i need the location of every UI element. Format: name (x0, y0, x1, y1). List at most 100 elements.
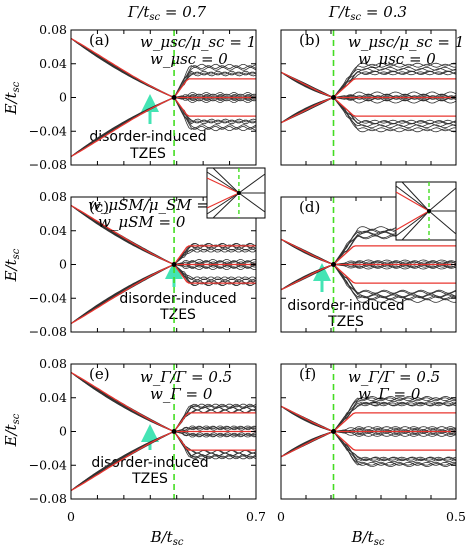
svg-text:E/tsc: E/tsc (2, 413, 22, 447)
clean-level (71, 37, 256, 98)
clean-level (71, 431, 256, 492)
legend-clean: w_μsc = 0 (150, 50, 228, 68)
clean-level (281, 405, 456, 433)
disordered-level (281, 97, 456, 127)
panel-b: (b) w_μsc/μ_sc = 1w_μsc = 0 (280, 29, 464, 166)
x-axis-label-left: B/tsc (150, 528, 184, 548)
plot-area (281, 226, 456, 303)
disordered-level (281, 263, 456, 291)
panel-e: 0.08 0.04 0 −0.04 −0.08 (e) w_Γ/Γ = 0.5w_Γ = 0 (29, 356, 257, 506)
transition-point (331, 95, 336, 100)
legend-clean: w_Γ = 0 (150, 385, 213, 403)
panel-f: (f) w_Γ/Γ = 0.5w_Γ = 0 (280, 363, 457, 500)
transition-point (331, 262, 336, 267)
svg-text:TZES: TZES (129, 146, 166, 162)
y-tick-label: 0.08 (39, 189, 67, 204)
disordered-level (281, 68, 456, 98)
annotation-c: disorder-induced TZES (119, 261, 237, 323)
y-tick-label: −0.08 (29, 491, 67, 506)
y-tick-label: −0.04 (29, 290, 67, 305)
clean-level (71, 371, 256, 432)
inset-level (401, 210, 430, 241)
inset-clean-level (206, 192, 240, 209)
inset-level (212, 192, 240, 219)
svg-text:disorder-induced: disorder-induced (119, 291, 236, 307)
col-title-left: Γ/tsc = 0.7 (127, 3, 207, 23)
disordered-level (281, 238, 456, 266)
inset-level (206, 192, 240, 215)
zoom-inset (206, 167, 266, 219)
clean-level (281, 96, 456, 124)
panel-label: (c) (89, 198, 109, 216)
transition-point (171, 262, 177, 267)
panel-d: (d) (280, 181, 457, 333)
legend-clean: w_μSM = 0 (98, 213, 186, 231)
disordered-level (281, 96, 456, 124)
transition-point (171, 429, 177, 434)
annotation-e: disorder-induced TZES (91, 424, 209, 487)
svg-text:disorder-induced: disorder-induced (287, 298, 404, 314)
disordered-level (281, 431, 456, 461)
transition-point (171, 95, 177, 100)
disordered-level (281, 66, 456, 98)
inset-level (212, 167, 240, 194)
inset-transition-point (236, 191, 241, 195)
disordered-level (281, 71, 456, 99)
svg-text:E/tsc: E/tsc (2, 248, 22, 282)
inset-level (238, 173, 266, 194)
col-title-right: Γ/tsc = 0.3 (328, 3, 407, 23)
inset-clean-level (206, 177, 240, 194)
clean-level (281, 430, 456, 458)
x-tick-left-max: 0.7 (246, 509, 266, 524)
legend-disordered: w_μSM/μ_SM = 2 (88, 196, 223, 214)
svg-text:TZES: TZES (159, 307, 196, 323)
svg-text:TZES: TZES (327, 314, 364, 330)
x-tick-right-max: 0.5 (446, 509, 466, 524)
inset-clean-level (395, 210, 430, 231)
inset-level (428, 210, 457, 235)
zoom-inset (395, 181, 457, 241)
y-tick-label: 0 (59, 90, 67, 105)
clean-level (281, 238, 456, 266)
inset-level (206, 171, 240, 194)
plot-area (281, 395, 456, 468)
y-tick-label: 0.08 (39, 356, 67, 371)
clean-level (71, 264, 256, 325)
panel-c: 0.08 0.04 0 −0.04 −0.08 (c)w_μSM/μ_SM = 2w_μS… (29, 167, 266, 339)
y-tick-label: −0.04 (29, 457, 67, 472)
plot-area (71, 37, 256, 158)
y-tick-label: −0.08 (29, 324, 67, 339)
annotation-a: disorder-induced TZES (89, 94, 207, 162)
transition-point (331, 429, 336, 434)
clean-level (281, 263, 456, 291)
inset-level (395, 185, 430, 212)
disordered-level (281, 97, 456, 129)
panel-a: 0.08 0.04 0 −0.04 −0.08 (a) w_μsc/μ_sc = 1w_μs… (29, 22, 257, 172)
x-tick-left-0: 0 (67, 509, 75, 524)
panels-layer: 0.080.040−0.04−0.08(a) w_μsc/μ_sc = 1w_μs… (29, 22, 465, 506)
inset-transition-point (427, 209, 431, 213)
y-tick-label: −0.08 (29, 157, 67, 172)
legend-clean: w_μsc = 0 (358, 50, 436, 68)
svg-text:disorder-induced: disorder-induced (89, 129, 206, 145)
inset-level (428, 187, 457, 212)
legend-disordered: w_Γ/Γ = 0.5 (140, 368, 232, 386)
x-axis-label-right: B/tsc (351, 528, 385, 548)
clean-level (71, 204, 256, 265)
legend-disordered: w_μsc/μ_sc = 1 (140, 33, 256, 51)
y-axis-label-row1: E/tsc (2, 81, 22, 115)
y-tick-label: 0 (59, 257, 67, 272)
plot-area (71, 371, 256, 492)
legend-disordered: w_μsc/μ_sc = 1 (348, 33, 464, 51)
panel-label: (a) (89, 31, 110, 49)
inset-level (401, 181, 430, 212)
y-tick-label: −0.04 (29, 123, 67, 138)
y-tick-label: 0 (59, 424, 67, 439)
y-axis-label-row2: E/tsc (2, 248, 22, 282)
clean-level (71, 97, 256, 158)
y-tick-label: 0.04 (39, 56, 67, 71)
x-tick-right-0: 0 (277, 509, 285, 524)
inset-clean-level (395, 191, 430, 212)
panel-label: (d) (299, 198, 320, 216)
